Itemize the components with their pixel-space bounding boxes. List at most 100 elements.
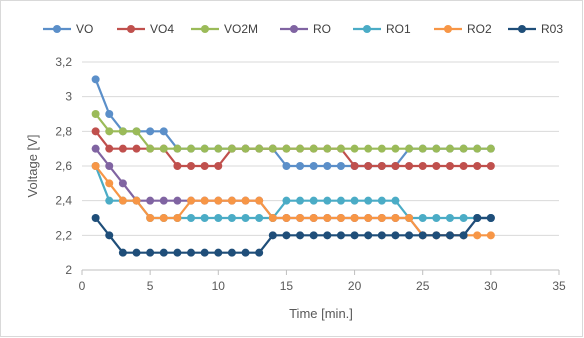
data-point (377, 196, 386, 205)
data-point (459, 144, 468, 153)
data-point (296, 196, 305, 205)
legend-item-vo2m: VO2M (191, 22, 258, 36)
series-line (94, 165, 491, 220)
data-point (336, 231, 345, 240)
data-point (364, 196, 373, 205)
data-point (118, 179, 127, 188)
legend-swatch-marker (201, 25, 209, 33)
series-vo2m (91, 110, 495, 153)
y-tick-label: 2,8 (55, 124, 72, 138)
data-point (187, 196, 196, 205)
data-point (309, 231, 318, 240)
data-point (350, 162, 359, 170)
legend-item-vo: VO (43, 22, 93, 36)
data-point (105, 179, 114, 188)
legend-swatch-marker (363, 25, 371, 33)
data-point (105, 162, 114, 170)
data-point (159, 127, 168, 136)
data-point (255, 144, 264, 153)
data-point (336, 162, 345, 170)
y-axis-title: Voltage [V] (25, 135, 40, 198)
legend-item-ro1: RO1 (353, 22, 411, 36)
axes: 2 2,2 2,4 2,6 2,8 3 3,2 0 5 10 15 20 25 30 35 (55, 55, 566, 293)
legend-item-ro: RO (280, 22, 331, 36)
data-point (391, 214, 400, 222)
data-point (459, 214, 468, 222)
data-point (432, 144, 441, 153)
data-point (268, 214, 277, 222)
data-point (200, 196, 209, 205)
data-point (336, 214, 345, 222)
data-point (241, 196, 250, 205)
x-tick-label: 25 (416, 279, 430, 293)
data-point (282, 162, 291, 170)
data-point (214, 248, 223, 257)
data-point (282, 196, 291, 205)
y-tick-label: 2,6 (55, 159, 72, 173)
data-point (364, 144, 373, 153)
data-point (214, 196, 223, 205)
data-point (282, 144, 291, 153)
x-tick-label: 10 (212, 279, 226, 293)
data-point (350, 231, 359, 240)
data-point (282, 214, 291, 222)
legend-label: VO4 (150, 22, 174, 36)
series-ro (91, 144, 495, 240)
data-point (105, 110, 114, 118)
data-point (268, 231, 277, 240)
data-point (187, 248, 196, 257)
x-tick-label: 20 (348, 279, 362, 293)
data-point (473, 162, 482, 170)
data-point (173, 248, 182, 257)
data-point (309, 162, 318, 170)
data-point (173, 214, 182, 222)
data-point (118, 196, 127, 205)
data-point (132, 127, 141, 136)
legend-label: RO2 (467, 22, 492, 36)
data-point (309, 144, 318, 153)
data-point (200, 144, 209, 153)
series-vo (91, 75, 495, 170)
data-point (309, 214, 318, 222)
data-point (241, 214, 250, 222)
data-point (91, 162, 100, 170)
data-point (255, 248, 264, 257)
data-point (173, 162, 182, 170)
data-point (296, 144, 305, 153)
legend-swatch-marker (518, 25, 526, 33)
data-point (473, 231, 482, 240)
data-point (91, 144, 100, 153)
data-point (296, 214, 305, 222)
legend-swatch-marker (290, 25, 298, 33)
data-point (159, 248, 168, 257)
data-point (364, 162, 373, 170)
data-point (336, 196, 345, 205)
data-point (187, 214, 196, 222)
legend-label: VO2M (224, 22, 258, 36)
data-point (432, 162, 441, 170)
data-point (405, 162, 414, 170)
data-point (418, 162, 427, 170)
series-r03 (91, 214, 495, 257)
data-point (214, 162, 223, 170)
data-point (432, 231, 441, 240)
data-point (405, 214, 414, 222)
data-point (227, 214, 236, 222)
data-point (445, 214, 454, 222)
data-point (377, 231, 386, 240)
data-point (473, 144, 482, 153)
x-tick-label: 30 (484, 279, 498, 293)
legend-label: RO1 (386, 22, 411, 36)
data-point (336, 144, 345, 153)
data-point (105, 196, 114, 205)
data-point (268, 144, 277, 153)
y-tick-label: 3 (65, 90, 72, 104)
x-tick-label: 15 (280, 279, 294, 293)
data-point (146, 144, 155, 153)
data-point (323, 231, 332, 240)
data-point (227, 248, 236, 257)
data-point (227, 144, 236, 153)
data-point (405, 231, 414, 240)
data-point (296, 231, 305, 240)
data-point (377, 144, 386, 153)
